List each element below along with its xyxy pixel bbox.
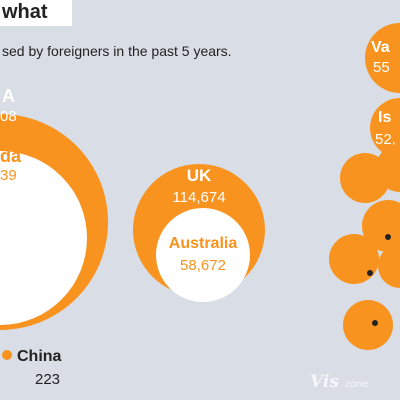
bubble-australia-inner	[156, 208, 250, 302]
title-box: what	[0, 0, 72, 26]
label-australia-value: 58,672	[180, 257, 226, 274]
label-uk-value: 114,674	[172, 189, 225, 206]
label-da-name: da	[0, 146, 22, 166]
label-uk-name: UK	[187, 166, 212, 185]
bubble-marker-4	[329, 234, 379, 284]
label-va-name: Va	[371, 39, 390, 56]
bubble-da-inner	[0, 151, 87, 325]
label-australia-name: Australia	[169, 235, 238, 252]
label-china-value: 223	[35, 371, 60, 388]
label-china-name: China	[17, 348, 62, 365]
label-is-name: Is	[378, 109, 391, 126]
label-a-name: A	[2, 86, 15, 106]
bubble-marker-3	[362, 200, 400, 252]
label-a-value: 08	[0, 108, 17, 125]
watermark-logo: Vis zone	[310, 372, 369, 392]
label-da-value: 39	[0, 167, 17, 184]
bubble-marker-5	[378, 244, 400, 288]
watermark-suffix: zone	[344, 379, 369, 390]
label-is-value: 52,	[375, 131, 396, 148]
bubble-marker-2	[376, 144, 400, 192]
china-marker	[2, 350, 12, 360]
chart-title: what	[2, 1, 48, 23]
chart-subtitle: sed by foreigners in the past 5 years.	[2, 43, 232, 59]
watermark-main: Vis	[310, 372, 339, 392]
bubble-marker-6-dot	[372, 320, 378, 326]
bubble-marker-6	[343, 300, 393, 350]
bubble-marker-3-dot	[385, 234, 391, 240]
label-va-value: 55	[373, 59, 390, 76]
bubble-marker-4-dot	[367, 270, 373, 276]
bubble-is	[370, 98, 400, 158]
bubble-va	[365, 23, 400, 93]
